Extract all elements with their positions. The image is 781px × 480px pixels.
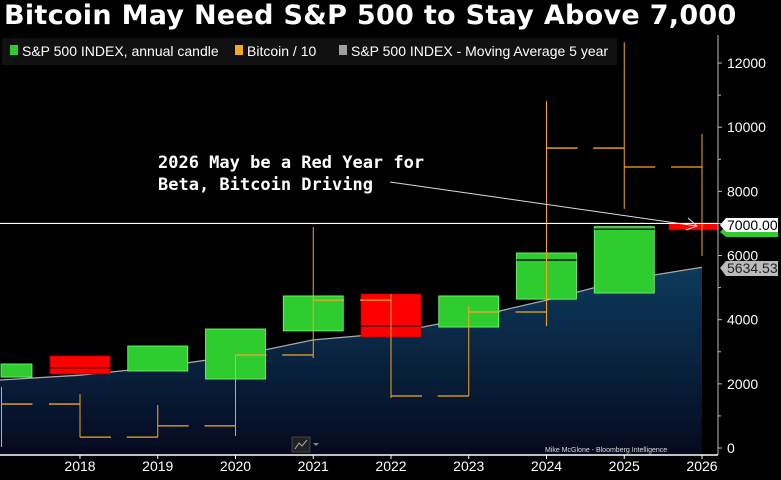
candle-2026	[668, 223, 719, 231]
x-tick-label: 2024	[531, 458, 562, 474]
y-tick-label: 0	[727, 440, 735, 456]
x-tick-label: 2018	[64, 458, 95, 474]
x-tick-label: 2025	[609, 458, 640, 474]
price-label-7000-box	[720, 218, 778, 232]
annotation-arrow	[389, 181, 698, 227]
ma-area	[0, 267, 702, 455]
y-tick-label: 2000	[727, 376, 758, 392]
x-tick-label: 2026	[686, 458, 717, 474]
x-tick-label: 2021	[298, 458, 329, 474]
x-tick-label: 2019	[142, 458, 173, 474]
ma-line	[0, 266, 703, 381]
x-tick-label: 2023	[453, 458, 484, 474]
candle-2019	[127, 345, 189, 372]
annotation-arrowhead	[685, 217, 698, 231]
x-tick-label: 2022	[375, 458, 406, 474]
candle-2017	[0, 363, 33, 378]
y-tick-label: 8000	[727, 183, 758, 199]
credit-text: Mike McGlone - Bloomberg Intelligence	[545, 447, 667, 454]
legend-swatch-bitcoin	[235, 45, 243, 55]
legend-swatch-sp500	[10, 45, 18, 55]
price-label-ma: 5634.53	[727, 260, 778, 276]
chart-title: Bitcoin May Need S&P 500 to Stay Above 7…	[4, 0, 737, 31]
y-tick-label: 6000	[727, 248, 758, 264]
candle-2025	[593, 226, 655, 294]
annotation-line-2: Beta, Bitcoin Driving	[158, 175, 373, 195]
candle-2018	[49, 355, 111, 375]
price-label-7000: 7000.00	[727, 217, 778, 233]
y-tick-label: 12000	[727, 55, 766, 71]
dropdown-arrow-icon	[313, 443, 319, 446]
line-chart-icon	[294, 439, 308, 450]
legend-box	[2, 38, 617, 65]
legend-label-ma: S&P 500 INDEX - Moving Average 5 year	[351, 43, 608, 59]
annotation-line-1: 2026 May be a Red Year for	[158, 153, 424, 173]
legend-swatch-ma	[339, 45, 347, 55]
legend-label-bitcoin: Bitcoin / 10	[247, 43, 316, 59]
x-tick-label: 2020	[220, 458, 251, 474]
y-tick-label: 4000	[727, 312, 758, 328]
chart-type-button[interactable]	[291, 436, 319, 453]
price-label-ma-box	[720, 261, 778, 276]
legend-label-sp500: S&P 500 INDEX, annual candle	[22, 43, 219, 59]
y-tick-label: 10000	[727, 119, 766, 135]
